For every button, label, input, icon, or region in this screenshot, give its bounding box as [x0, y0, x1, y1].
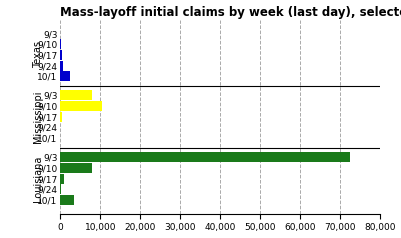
Bar: [61, 112, 62, 122]
Bar: [61, 71, 70, 81]
Bar: [61, 174, 65, 183]
Bar: [61, 61, 63, 71]
Bar: [61, 50, 62, 60]
Bar: [61, 195, 74, 205]
Bar: [61, 101, 102, 111]
Text: Mississippi: Mississippi: [33, 90, 43, 143]
Bar: [61, 152, 350, 162]
Text: Louisiana: Louisiana: [33, 155, 43, 202]
Text: Mass-layoff initial claims by week (last day), selected states, Sep. '05: Mass-layoff initial claims by week (last…: [61, 5, 401, 19]
Bar: [61, 163, 92, 173]
Text: Texas: Texas: [33, 41, 43, 69]
Bar: [61, 90, 92, 100]
